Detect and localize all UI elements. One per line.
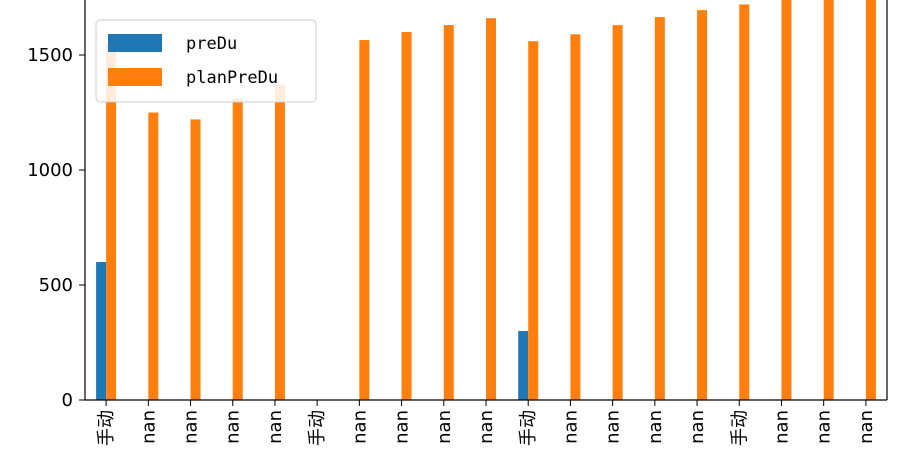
x-tick-label-11: nan <box>560 410 581 444</box>
bar-planPreDu-4 <box>274 84 285 401</box>
bar-preDu-0 <box>96 262 107 400</box>
bar-planPreDu-12 <box>612 25 623 400</box>
bar-planPreDu-6 <box>359 40 370 401</box>
x-tick-label-8: nan <box>434 410 455 444</box>
x-tick-label-9: nan <box>476 410 497 444</box>
bar-planPreDu-15 <box>739 4 750 401</box>
y-tick-label-1: 500 <box>39 275 73 296</box>
y-tick-label-3: 1500 <box>27 45 73 66</box>
y-tick-label-0: 0 <box>62 390 73 411</box>
bar-planPreDu-8 <box>443 25 454 400</box>
x-tick-label-1: nan <box>138 410 159 444</box>
bar-planPreDu-0 <box>106 43 117 400</box>
bar-planPreDu-9 <box>486 18 496 400</box>
x-tick-label-16: nan <box>771 410 792 444</box>
bar-planPreDu-11 <box>570 34 581 401</box>
x-tick-label-5: 手动 <box>307 410 328 446</box>
bar-planPreDu-7 <box>401 32 412 400</box>
legend: preDu planPreDu <box>95 19 317 103</box>
bar-planPreDu-2 <box>190 119 201 401</box>
legend-box <box>95 19 317 103</box>
bar-planPreDu-3 <box>232 98 243 400</box>
bar-planPreDu-17 <box>823 0 834 400</box>
bar-planPreDu-13 <box>654 17 665 401</box>
x-tick-label-7: nan <box>392 410 413 444</box>
legend-swatch-preDu <box>108 34 162 52</box>
x-tick-label-10: 手动 <box>518 410 539 446</box>
bar-planPreDu-10 <box>528 41 539 400</box>
bar-planPreDu-16 <box>781 0 792 400</box>
x-tick-label-2: nan <box>181 410 202 444</box>
bars-layer <box>96 0 876 401</box>
x-tick-label-6: nan <box>349 410 370 444</box>
x-tick-label-13: nan <box>645 410 666 444</box>
x-tick-label-18: nan <box>856 410 877 444</box>
x-tick-label-12: nan <box>603 410 624 444</box>
bar-planPreDu-1 <box>148 112 159 400</box>
x-tick-label-15: 手动 <box>729 410 750 446</box>
x-tick-label-0: 手动 <box>96 410 117 446</box>
y-tick-label-2: 1000 <box>27 160 73 181</box>
legend-swatch-planPreDu <box>108 68 162 86</box>
bar-planPreDu-18 <box>865 0 876 400</box>
x-tick-label-17: nan <box>814 410 835 444</box>
legend-label-preDu: preDu <box>186 34 237 54</box>
bar-planPreDu-14 <box>697 10 708 401</box>
legend-label-planPreDu: planPreDu <box>186 68 278 88</box>
bar-preDu-10 <box>518 331 529 400</box>
x-tick-label-3: nan <box>223 410 244 444</box>
x-tick-label-4: nan <box>265 410 286 444</box>
x-tick-label-14: nan <box>687 410 708 444</box>
